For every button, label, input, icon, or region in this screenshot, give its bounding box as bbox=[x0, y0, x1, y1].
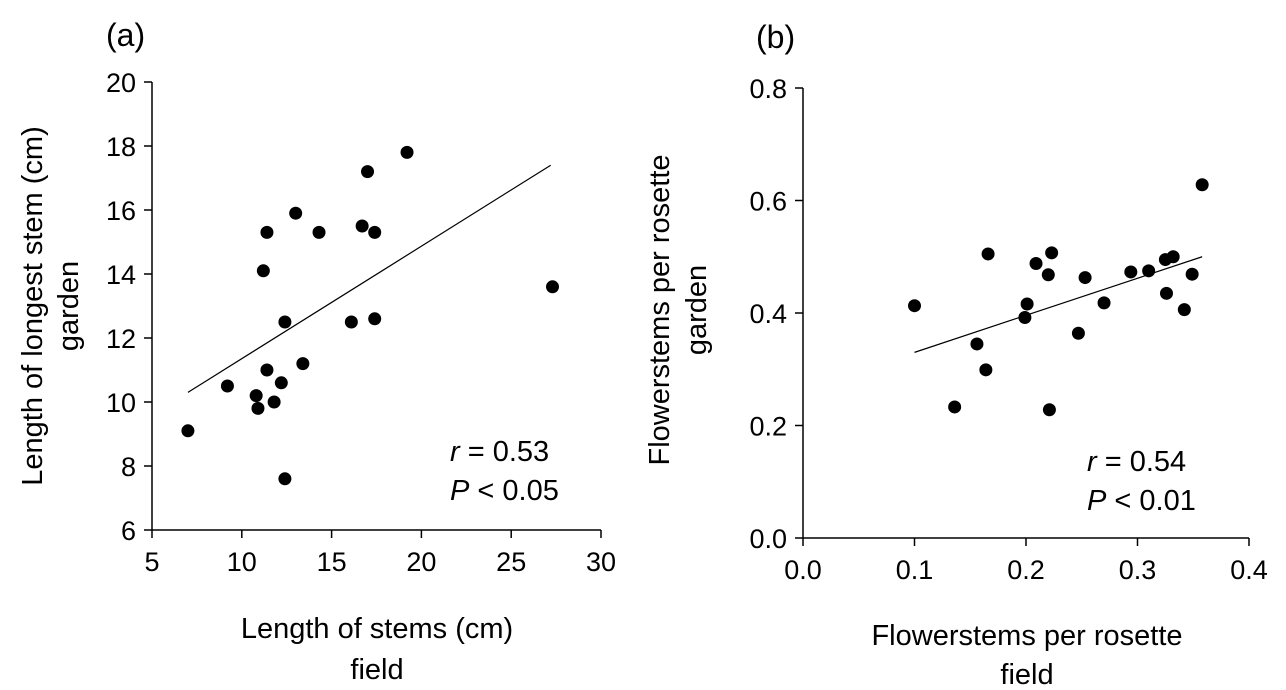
x-tick-label: 0.3 bbox=[1119, 555, 1157, 585]
panel-a-r-symbol: r bbox=[450, 436, 461, 468]
data-point bbox=[355, 219, 369, 233]
panel-b-p-value: < 0.01 bbox=[1106, 485, 1196, 517]
panel-a-p-stat: P < 0.05 bbox=[450, 475, 559, 507]
data-point bbox=[979, 363, 993, 377]
data-point bbox=[289, 206, 303, 220]
data-point bbox=[400, 145, 414, 159]
data-point bbox=[220, 379, 234, 393]
data-point bbox=[1078, 271, 1092, 285]
data-point bbox=[1124, 265, 1138, 279]
y-tick-label: 16 bbox=[106, 196, 136, 226]
y-tick-label: 8 bbox=[121, 452, 136, 482]
panel-a-points bbox=[181, 145, 560, 486]
panel-a-ylabel-line1: Length of longest stem (cm) bbox=[17, 126, 49, 485]
y-tick-label: 0.0 bbox=[749, 524, 787, 554]
y-tick-label: 14 bbox=[106, 260, 136, 290]
data-point bbox=[1045, 246, 1059, 260]
data-point bbox=[1020, 297, 1034, 311]
data-point bbox=[278, 315, 292, 329]
scatter-panel-b: (b) 0.0 0.1 0.2 0.3 0.4 0.0 0.2 0.4 0.6 0.8 Flowe… bbox=[644, 19, 1268, 690]
scatter-panel-a: (a) 5 10 15 20 25 30 6 8 10 12 14 16 18 20 Length of … bbox=[17, 17, 616, 686]
panel-a-r-value: = 0.53 bbox=[460, 436, 550, 468]
data-point bbox=[1166, 250, 1180, 264]
y-tick-label: 0.8 bbox=[749, 74, 787, 104]
x-tick-label: 0.2 bbox=[1007, 555, 1045, 585]
panel-a-label: (a) bbox=[106, 17, 145, 53]
data-point bbox=[368, 312, 382, 326]
data-point bbox=[1018, 311, 1032, 324]
data-point bbox=[296, 357, 310, 371]
x-tick-label: 15 bbox=[317, 547, 347, 577]
panel-a-trendline bbox=[187, 164, 552, 393]
data-point bbox=[312, 225, 326, 239]
panel-b-ylabel-line1: Flowerstems per rosette bbox=[644, 154, 676, 465]
panel-b-ylabel-line2: garden bbox=[681, 265, 713, 355]
x-tick-label: 5 bbox=[144, 547, 159, 577]
panel-a-ticks: 5 10 15 20 25 30 6 8 10 12 14 16 18 20 bbox=[106, 68, 616, 577]
data-point bbox=[1041, 268, 1055, 282]
y-tick-label: 0.4 bbox=[749, 299, 787, 329]
y-tick-label: 6 bbox=[121, 516, 136, 546]
x-tick-label: 30 bbox=[586, 547, 616, 577]
panel-b-r-symbol: r bbox=[1087, 446, 1098, 478]
y-tick-label: 0.2 bbox=[749, 412, 787, 442]
data-point bbox=[249, 389, 263, 403]
data-point bbox=[908, 299, 921, 313]
panel-b-xlabel-line2: field bbox=[1000, 659, 1053, 690]
panel-b-trendline bbox=[914, 256, 1203, 353]
panel-a-p-symbol: P bbox=[450, 475, 470, 507]
data-point bbox=[1185, 267, 1199, 281]
x-tick-label: 20 bbox=[406, 547, 436, 577]
data-point bbox=[256, 264, 270, 278]
panel-b-r-value: = 0.54 bbox=[1097, 446, 1187, 478]
y-tick-label: 18 bbox=[106, 132, 136, 162]
panel-b-r-stat: r = 0.54 bbox=[1087, 446, 1186, 478]
x-tick-label: 0.4 bbox=[1230, 555, 1268, 585]
x-tick-label: 25 bbox=[496, 547, 526, 577]
data-point bbox=[1097, 296, 1111, 310]
panel-b-ticks: 0.0 0.1 0.2 0.3 0.4 0.0 0.2 0.4 0.6 0.8 bbox=[749, 74, 1267, 585]
data-point bbox=[970, 337, 984, 351]
x-tick-label: 0.1 bbox=[896, 555, 934, 585]
data-point bbox=[274, 376, 288, 390]
panel-a-ylabel-line2: garden bbox=[53, 261, 85, 351]
data-point bbox=[1159, 286, 1173, 300]
panel-a-xlabel-line2: field bbox=[350, 654, 403, 686]
data-point bbox=[361, 165, 375, 179]
data-point bbox=[1142, 264, 1156, 278]
panel-a-axes bbox=[151, 82, 601, 531]
panel-b-label: (b) bbox=[756, 19, 795, 55]
data-point bbox=[267, 395, 281, 409]
data-point bbox=[546, 280, 560, 294]
data-point bbox=[1029, 257, 1043, 270]
data-point bbox=[981, 247, 995, 261]
panel-a-p-value: < 0.05 bbox=[469, 475, 559, 507]
data-point bbox=[344, 315, 358, 329]
data-point bbox=[368, 225, 382, 239]
panel-b-points bbox=[908, 178, 1209, 417]
panel-b-xlabel-line1: Flowerstems per rosette bbox=[871, 620, 1182, 652]
data-point bbox=[278, 472, 292, 486]
y-tick-label: 0.6 bbox=[749, 187, 787, 217]
data-point bbox=[1042, 403, 1056, 417]
panel-b-p-stat: P < 0.01 bbox=[1087, 485, 1196, 517]
y-tick-label: 20 bbox=[106, 68, 136, 98]
x-tick-label: 0.0 bbox=[784, 555, 822, 585]
panel-b-p-symbol: P bbox=[1087, 485, 1107, 517]
data-point bbox=[1177, 303, 1191, 317]
y-tick-label: 10 bbox=[106, 388, 136, 418]
data-point bbox=[251, 401, 265, 415]
data-point bbox=[1195, 178, 1209, 192]
data-point bbox=[260, 363, 274, 377]
panel-a-r-stat: r = 0.53 bbox=[450, 436, 549, 468]
data-point bbox=[948, 400, 962, 414]
data-point bbox=[1071, 326, 1085, 340]
data-point bbox=[181, 424, 195, 438]
data-point bbox=[260, 225, 274, 239]
y-tick-label: 12 bbox=[106, 324, 136, 354]
x-tick-label: 10 bbox=[227, 547, 257, 577]
panel-a-xlabel-line1: Length of stems (cm) bbox=[241, 613, 513, 645]
